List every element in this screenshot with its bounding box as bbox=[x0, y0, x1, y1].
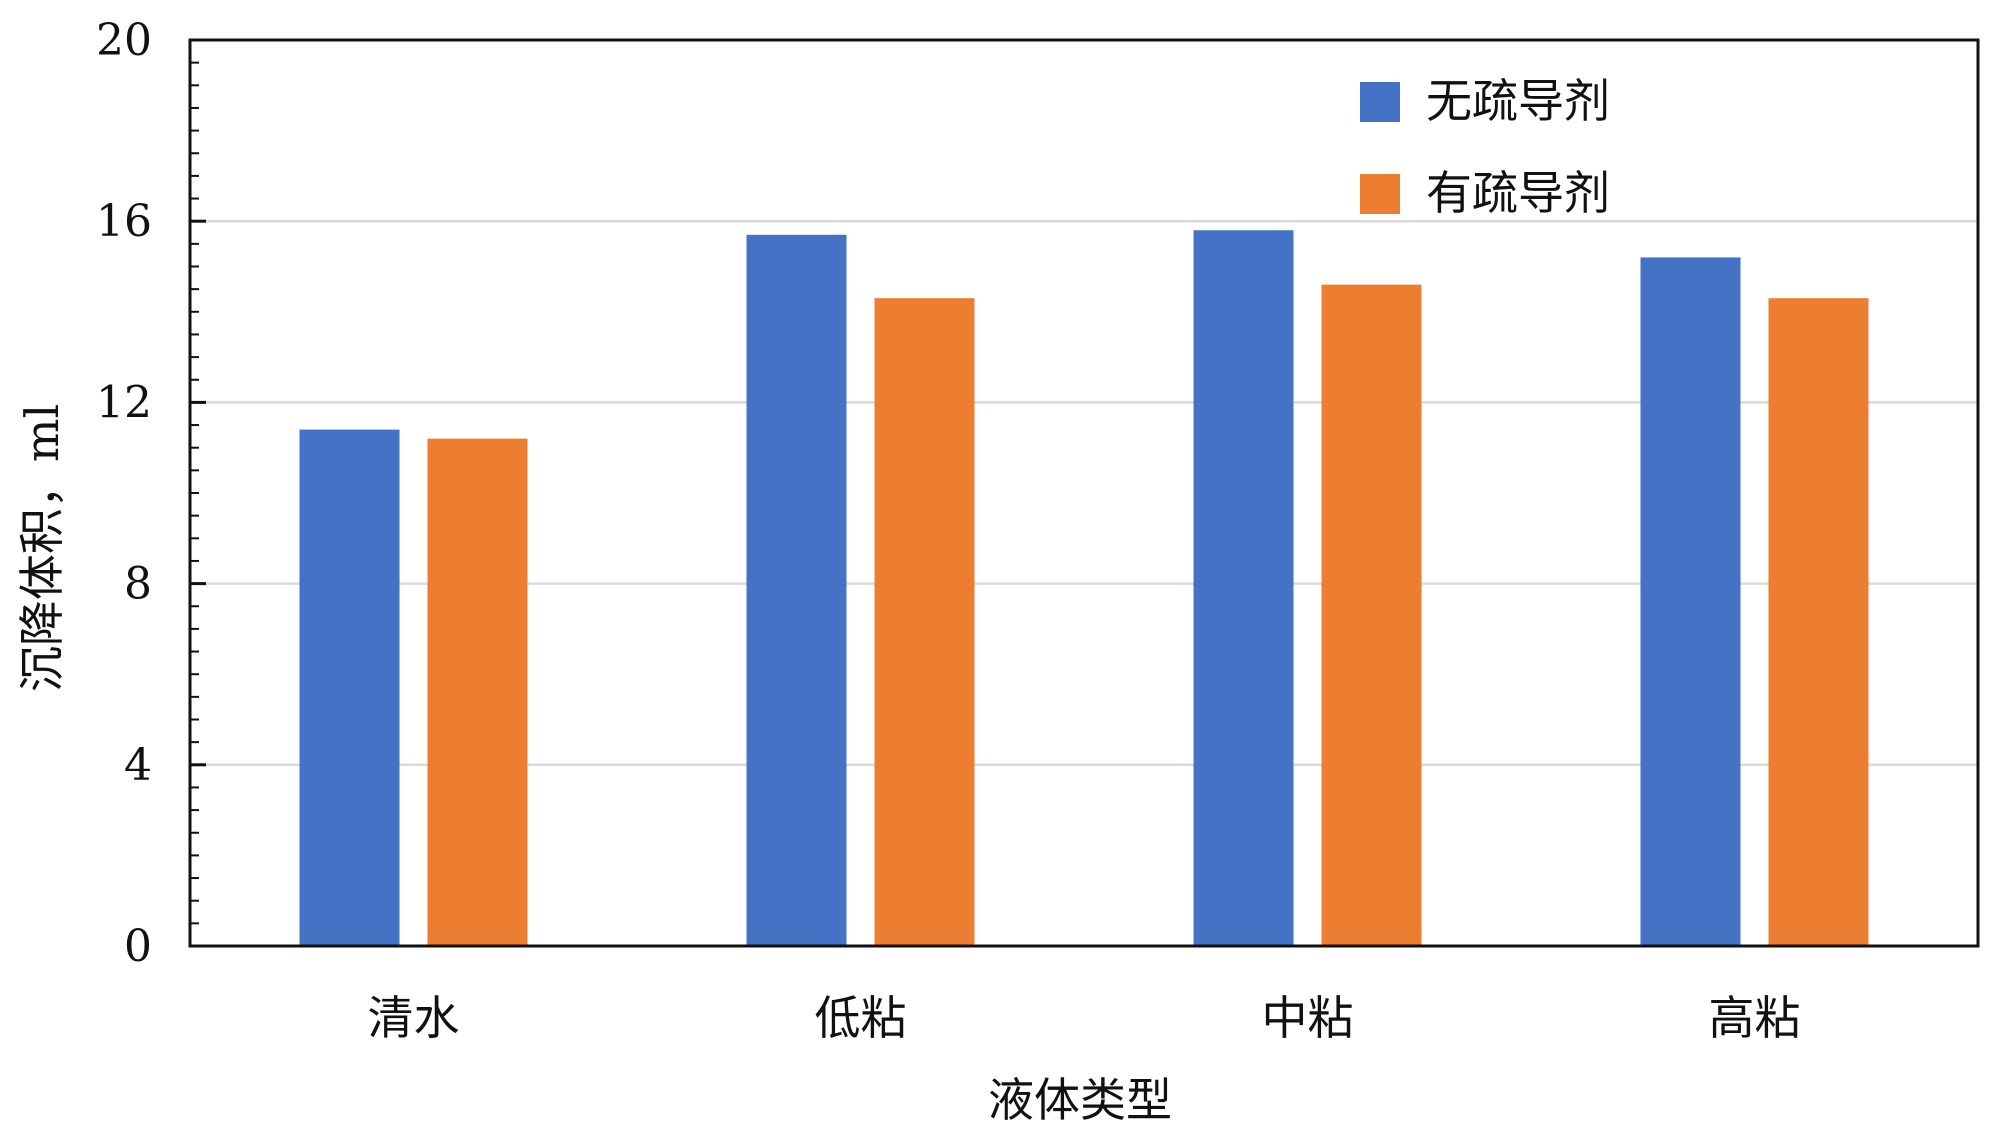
y-tick-label: 16 bbox=[96, 196, 152, 247]
bar bbox=[1193, 230, 1294, 946]
x-tick-label: 低粘 bbox=[815, 991, 907, 1045]
y-tick-label: 0 bbox=[124, 921, 152, 972]
legend-item: 无疏导剂 bbox=[1360, 74, 1610, 128]
y-tick-marks bbox=[190, 38, 206, 948]
x-tick-label: 清水 bbox=[368, 991, 460, 1045]
bar bbox=[746, 234, 847, 947]
bar bbox=[427, 438, 528, 946]
y-axis-title: 沉降体积，ml bbox=[15, 404, 69, 692]
legend-label: 有疏导剂 bbox=[1426, 166, 1610, 220]
legend-label: 无疏导剂 bbox=[1426, 74, 1610, 128]
x-axis-title: 液体类型 bbox=[988, 1073, 1172, 1127]
x-tick-label: 高粘 bbox=[1709, 991, 1801, 1045]
y-tick-label: 12 bbox=[96, 377, 152, 428]
y-tick-labels: 0 4 8 12 16 20 bbox=[96, 15, 152, 972]
y-tick-label: 20 bbox=[96, 15, 152, 66]
y-tick-label: 4 bbox=[124, 740, 152, 791]
bar bbox=[1640, 257, 1741, 946]
x-tick-label: 中粘 bbox=[1262, 991, 1354, 1045]
bar bbox=[1321, 284, 1422, 946]
bar bbox=[1768, 298, 1869, 947]
y-tick-label: 8 bbox=[124, 559, 152, 610]
legend-item: 有疏导剂 bbox=[1360, 166, 1610, 220]
x-tick-labels: 清水 低粘 中粘 高粘 bbox=[368, 991, 1801, 1045]
legend-swatch bbox=[1360, 82, 1400, 122]
legend-swatch bbox=[1360, 174, 1400, 214]
bars bbox=[299, 230, 1869, 947]
bar bbox=[874, 298, 975, 947]
bar bbox=[299, 429, 400, 947]
